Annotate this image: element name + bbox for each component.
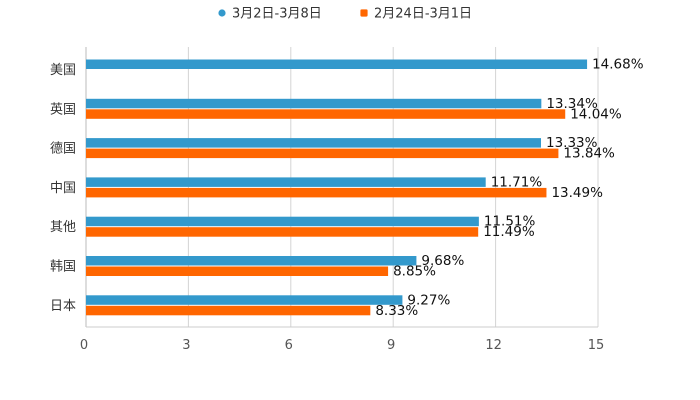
bars [86, 59, 588, 316]
x-tick-label-3: 3 [182, 338, 190, 353]
labels: 14.68% 13.34%14.04% 13.33%13.84% 11.71% 13.4… [375, 57, 643, 319]
data-label-2-4: 13.49% [551, 185, 603, 201]
x-tick-label-0: 0 [80, 338, 88, 353]
category-label-5: 其他 [50, 220, 76, 235]
legend-label-1: 3月2日-3月8日 [232, 7, 322, 22]
data-label-1-4: 11.71% [491, 174, 543, 190]
x-tick-label-12: 12 [485, 338, 502, 353]
bar-2-3 [86, 148, 559, 159]
category-label-7: 日本 [50, 299, 76, 314]
legend-marker-1 [218, 9, 226, 17]
data-label-1-2: 13.34% [546, 96, 598, 112]
data-label-1-3: 13.33% [546, 135, 598, 151]
bar-2-4 [86, 187, 547, 198]
data-label-1-6: 9.68% [421, 253, 464, 269]
bar-1-3 [86, 138, 541, 148]
data-label-2-5: 11.49% [483, 224, 535, 240]
bar-1-2 [86, 98, 542, 109]
x-tick-label-15: 15 [588, 338, 605, 353]
x-tick-label-6: 6 [285, 338, 293, 353]
bar-2-5 [86, 227, 479, 237]
category-label-6: 韩国 [50, 260, 76, 275]
data-label-2-3: 13.84% [563, 146, 615, 162]
data-label-2-2: 14.04% [570, 106, 622, 122]
x-tick-label-9: 9 [387, 338, 395, 353]
data-label-2-7: 8.33% [375, 303, 418, 319]
bar-1-1 [86, 59, 588, 69]
bar-1-7 [86, 295, 403, 305]
category-label-3: 德国 [50, 142, 76, 157]
bar-2-6 [86, 266, 389, 276]
legend-marker-2 [360, 9, 368, 17]
bar-1-4 [86, 177, 486, 187]
category-label-1: 美国 [50, 63, 76, 78]
category-label-4: 中国 [50, 181, 76, 196]
data-label-2-6: 8.85% [393, 264, 436, 280]
legend: 3月2日-3月8日 2月24日-3月1日 [218, 7, 472, 22]
data-label-1-5: 11.51% [484, 214, 536, 230]
bar-2-2 [86, 109, 566, 119]
legend-label-2: 2月24日-3月1日 [374, 7, 472, 22]
category-label-2: 英国 [50, 102, 76, 117]
bar-1-6 [86, 256, 417, 266]
data-label-1-7: 9.27% [407, 292, 450, 308]
bar-1-5 [86, 216, 479, 227]
bar-2-7 [86, 305, 371, 316]
data-label-1-1: 14.68% [592, 57, 644, 73]
